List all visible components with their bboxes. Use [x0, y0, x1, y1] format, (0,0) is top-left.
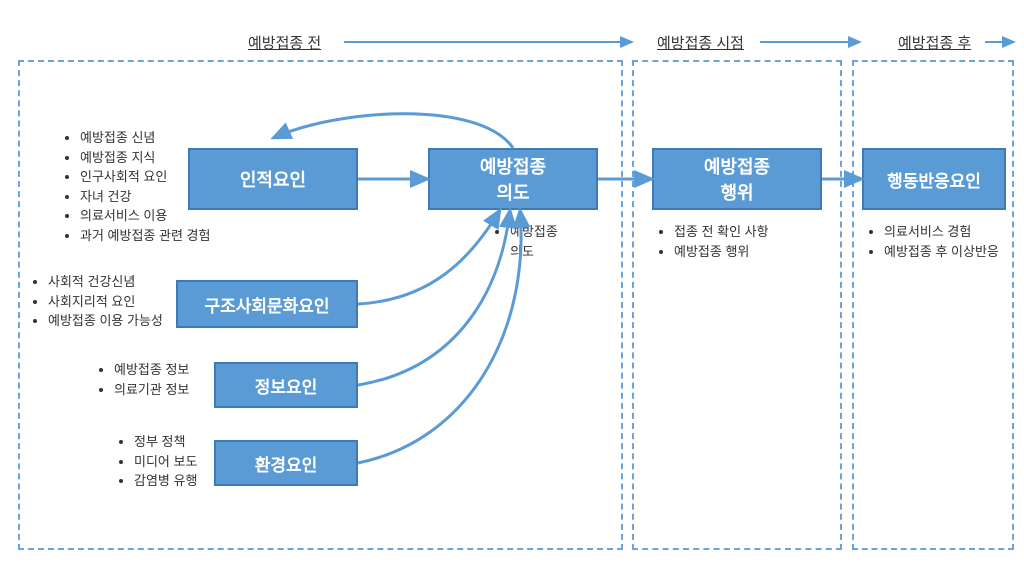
bullet-item: 자녀 건강	[80, 187, 210, 207]
region-after	[852, 60, 1014, 550]
bullet-item: 예방접종 지식	[80, 148, 210, 168]
bullet-item: 미디어 보도	[134, 452, 197, 472]
bullet-item: 예방접종 이용 가능성	[48, 311, 163, 331]
node-info: 정보요인	[214, 362, 358, 408]
bullet-item: 예방접종 행위	[674, 242, 769, 262]
bullet-item: 감염병 유행	[134, 471, 197, 491]
node-behavior: 예방접종 행위	[652, 148, 822, 210]
bullet-item: 의료서비스 이용	[80, 206, 210, 226]
bullet-item: 과거 예방접종 관련 경험	[80, 226, 210, 246]
node-personal: 인적요인	[188, 148, 358, 210]
bullets-personal: 예방접종 신념예방접종 지식인구사회적 요인자녀 건강의료서비스 이용과거 예방…	[62, 128, 210, 245]
bullets-intent: 예방접종 의도	[492, 222, 558, 261]
bullet-item: 예방접종 의도	[510, 222, 558, 261]
bullet-item: 인구사회적 요인	[80, 167, 210, 187]
node-intent: 예방접종 의도	[428, 148, 598, 210]
stage-label-after: 예방접종 후	[898, 32, 971, 53]
node-structural: 구조사회문화요인	[176, 280, 358, 328]
stage-label-at: 예방접종 시점	[657, 32, 744, 53]
bullet-item: 접종 전 확인 사항	[674, 222, 769, 242]
bullets-info: 예방접종 정보의료기관 정보	[96, 360, 189, 399]
bullet-item: 의료서비스 경험	[884, 222, 999, 242]
bullet-item: 의료기관 정보	[114, 380, 189, 400]
node-reaction: 행동반응요인	[862, 148, 1006, 210]
stage-label-before: 예방접종 전	[248, 32, 321, 53]
bullets-reaction: 의료서비스 경험예방접종 후 이상반응	[866, 222, 999, 261]
bullet-item: 예방접종 후 이상반응	[884, 242, 999, 262]
bullets-env: 정부 정책미디어 보도감염병 유행	[116, 432, 197, 491]
bullet-item: 예방접종 정보	[114, 360, 189, 380]
bullet-item: 사회적 건강신념	[48, 272, 163, 292]
bullets-behavior: 접종 전 확인 사항예방접종 행위	[656, 222, 769, 261]
bullet-item: 사회지리적 요인	[48, 292, 163, 312]
bullet-item: 예방접종 신념	[80, 128, 210, 148]
bullet-item: 정부 정책	[134, 432, 197, 452]
bullets-structural: 사회적 건강신념사회지리적 요인예방접종 이용 가능성	[30, 272, 163, 331]
region-at	[632, 60, 842, 550]
node-env: 환경요인	[214, 440, 358, 486]
